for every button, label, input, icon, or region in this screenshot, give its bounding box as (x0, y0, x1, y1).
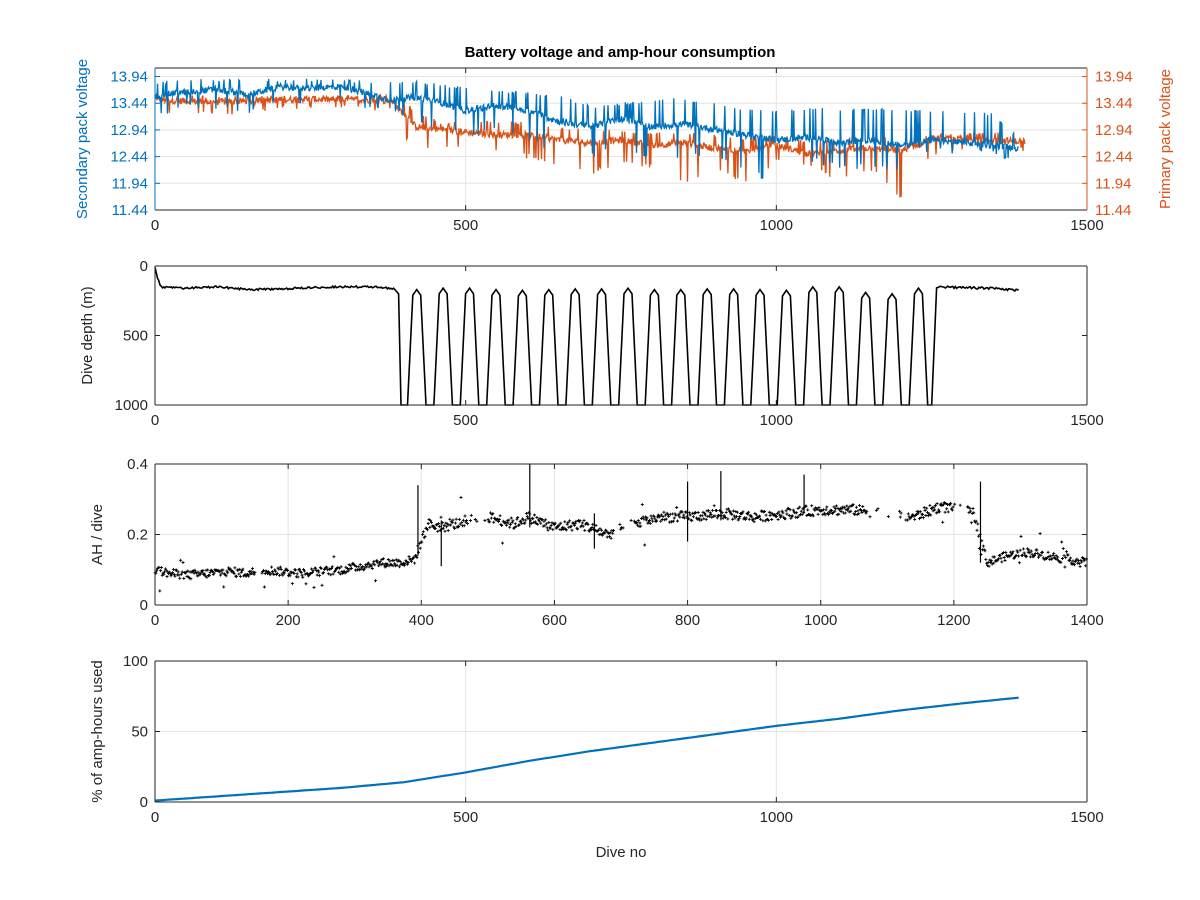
depth-x-tick-label: 0 (151, 412, 159, 429)
ah-y-tick-label: 0.4 (127, 456, 148, 473)
pct-x-tick-label: 0 (151, 809, 159, 826)
depth-panel: 0 500 1000 1500 0 500 1000 Dive depth (m) (79, 258, 1104, 429)
ah-x-tick-label: 200 (276, 612, 301, 629)
depth-y-tick-label: 0 (140, 258, 148, 275)
depth-x-tick-label: 500 (453, 412, 478, 429)
amp-hour-per-dive-panel: 0 200 400 600 800 1000 1200 1400 0 0.2 0.4 AH / div… (89, 456, 1104, 629)
voltage-y-tick-label: 12.44 (110, 149, 148, 166)
dive-depth-line (154, 267, 1019, 406)
pct-x-tick-label: 1500 (1070, 809, 1103, 826)
pct-x-tick-label: 1000 (760, 809, 793, 826)
secondary-pack-voltage-line (154, 78, 1020, 179)
ah-x-tick-label: 600 (542, 612, 567, 629)
voltage-y-tick-label: 13.94 (110, 69, 148, 86)
depth-x-tick-label: 1500 (1070, 412, 1103, 429)
voltage-y-right-tick-label: 13.44 (1095, 95, 1133, 112)
voltage-panel: 0 500 1000 150011.4411.9412.4412.9413.4413.… (74, 59, 1174, 234)
voltage-y-right-tick-label: 12.94 (1095, 122, 1133, 139)
voltage-x-tick-label: 0 (151, 217, 159, 234)
pct-x-axis-label: Dive no (596, 844, 647, 861)
voltage-x-tick-label: 500 (453, 217, 478, 234)
voltage-y-axis-label: Secondary pack voltage (74, 59, 91, 219)
percent-amp-hours-used-line (154, 696, 1019, 802)
voltage-y-right-tick-label: 11.94 (1095, 175, 1131, 192)
pct-y-tick-label: 50 (131, 724, 148, 741)
ah-x-tick-label: 1000 (804, 612, 837, 629)
percent-amp-hours-used-panel: 0 500 1000 1500 0 50 100 % of amp-hours used Div… (89, 653, 1104, 861)
ah-x-tick-label: 1400 (1070, 612, 1103, 629)
pct-y-axis-label: % of amp-hours used (89, 660, 106, 803)
depth-x-tick-label: 1000 (760, 412, 793, 429)
pct-x-tick-label: 500 (453, 809, 478, 826)
pct-y-tick-label: 100 (123, 653, 148, 670)
voltage-y-right-axis-label: Primary pack voltage (1157, 69, 1174, 209)
ah-y-tick-label: 0.2 (127, 527, 148, 544)
voltage-y-right-tick-label: 12.44 (1095, 149, 1133, 166)
voltage-y-tick-label: 13.44 (110, 95, 148, 112)
depth-y-tick-label: 500 (123, 328, 148, 345)
voltage-y-right-tick-label: 13.94 (1095, 69, 1133, 86)
voltage-y-right-tick-label: 11.44 (1095, 202, 1131, 219)
ah-x-tick-label: 0 (151, 612, 159, 629)
voltage-y-tick-label: 11.94 (112, 175, 148, 192)
ah-y-tick-label: 0 (140, 597, 148, 614)
ah-y-axis-label: AH / dive (89, 504, 106, 565)
depth-y-tick-label: 1000 (115, 397, 148, 414)
depth-plot-area (155, 266, 1087, 405)
ah-x-tick-label: 400 (409, 612, 434, 629)
ah-x-tick-label: 1200 (937, 612, 970, 629)
depth-y-axis-label: Dive depth (m) (79, 286, 96, 384)
voltage-y-tick-label: 11.44 (112, 202, 148, 219)
voltage-x-tick-label: 1500 (1070, 217, 1103, 234)
figure-title: Battery voltage and amp-hour consumption (465, 44, 776, 61)
voltage-y-tick-label: 12.94 (110, 122, 148, 139)
voltage-x-tick-label: 1000 (760, 217, 793, 234)
pct-y-tick-label: 0 (140, 794, 148, 811)
ah-x-tick-label: 800 (675, 612, 700, 629)
